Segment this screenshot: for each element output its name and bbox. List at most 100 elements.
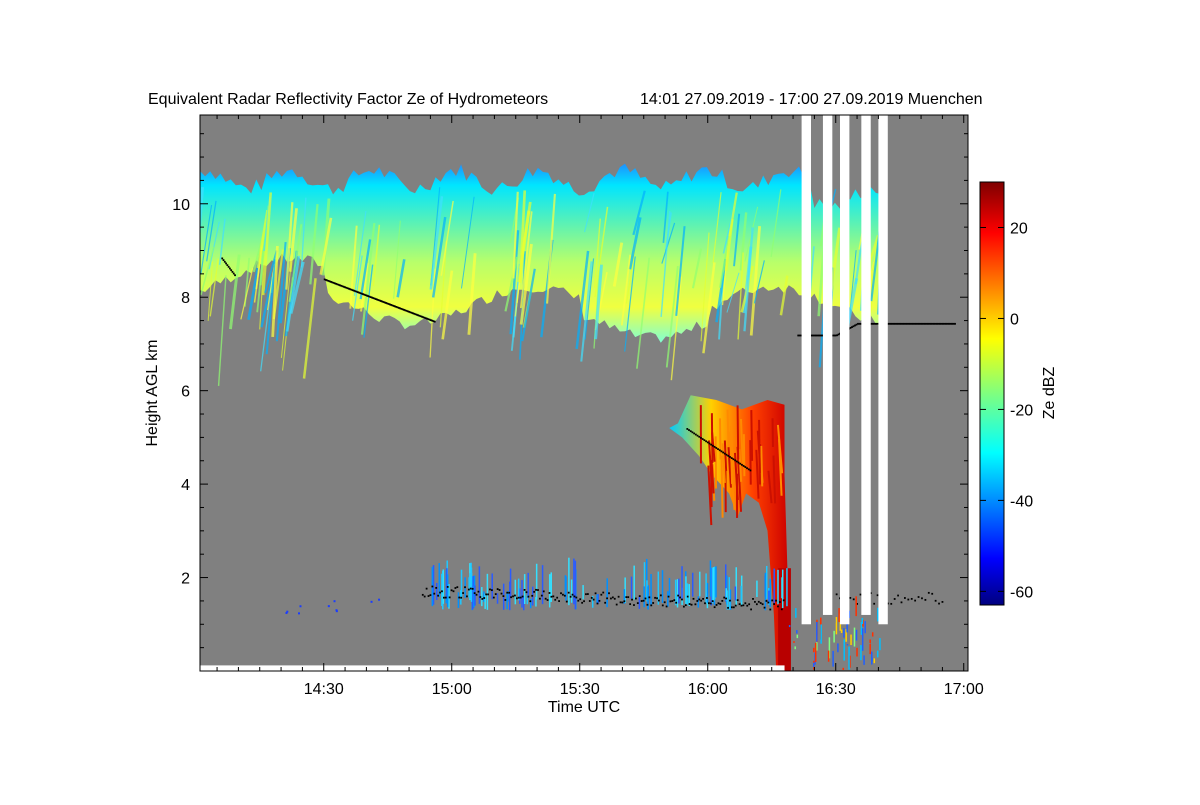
cloud-base-point: [428, 595, 430, 597]
cloud-base-point: [499, 589, 501, 591]
cloud-base-point: [656, 597, 658, 599]
cloud-base-point: [604, 602, 606, 604]
cloud-base-point: [739, 463, 741, 465]
cloud-base-point: [568, 592, 570, 594]
cloud-base-point: [618, 596, 620, 598]
cloud-base-point: [508, 592, 510, 594]
cloud-base-point: [437, 595, 439, 597]
data-gap: [802, 115, 811, 624]
cloud-base-point: [625, 596, 627, 598]
cloud-base-point: [552, 595, 554, 597]
cloud-base-point: [483, 597, 485, 599]
cloud-base-point: [714, 446, 716, 448]
cloud-base-point: [616, 604, 618, 606]
cloud-base-point: [501, 593, 503, 595]
cloud-base-point: [458, 597, 460, 599]
y-tick-label: 4: [181, 477, 190, 494]
cloud-base-point: [527, 596, 529, 598]
cloud-base-point: [716, 604, 718, 606]
precip-streak-cell: [722, 456, 723, 518]
cloud-base-point: [733, 606, 735, 608]
cloud-base-point: [575, 597, 577, 599]
cloud-base-point: [689, 603, 691, 605]
cloud-base-point: [727, 455, 729, 457]
cloud-base-point: [629, 603, 631, 605]
cloud-base-point: [478, 591, 480, 593]
cloud-base-point: [643, 600, 645, 602]
cloud-base-point: [234, 274, 236, 276]
cloud-base-point: [777, 605, 779, 607]
cloud-base-point: [693, 433, 695, 435]
cloud-base-point: [775, 600, 777, 602]
cloud-base-point: [739, 603, 741, 605]
cloud-base-point: [877, 594, 879, 596]
cloud-base-point: [587, 593, 589, 595]
cloud-base-point: [918, 596, 920, 598]
cloud-base-point: [424, 596, 426, 598]
cloud-base-point: [744, 602, 746, 604]
cloud-base-point: [597, 603, 599, 605]
cloud-base-point: [766, 600, 768, 602]
cloud-base-point: [554, 599, 556, 601]
cloud-base-point: [549, 592, 551, 594]
cloud-base-point: [460, 597, 462, 599]
y-tick-label: 6: [181, 384, 190, 401]
precip-streak-cell: [751, 410, 752, 461]
cloud-base-point: [654, 597, 656, 599]
cloud-base-point: [697, 435, 699, 437]
cloud-base-point: [924, 599, 926, 601]
sparse-echo: [299, 605, 301, 607]
cloud-base-point: [702, 438, 704, 440]
cloud-base-point: [746, 467, 748, 469]
cloud-base-point: [474, 592, 476, 594]
y-tick-label: 10: [172, 197, 190, 214]
cloud-base-point: [431, 586, 433, 588]
precip-streak-cell: [731, 438, 732, 484]
cloud-base-point: [907, 599, 909, 601]
cloud-base-point: [529, 600, 531, 602]
precip-streak-cell: [761, 446, 762, 486]
cloud-base-point: [662, 604, 664, 606]
cloud-base-point: [681, 599, 683, 601]
cloud-base-point: [658, 600, 660, 602]
cloud-base-point: [750, 470, 752, 472]
cloud-base-point: [928, 592, 930, 594]
cloud-base-point: [647, 604, 649, 606]
cloud-base-point: [514, 595, 516, 597]
cloud-base-point: [622, 602, 624, 604]
cloud-base-point: [485, 594, 487, 596]
sparse-echo: [378, 599, 380, 601]
cloud-base-point: [556, 597, 558, 599]
cloud-base-point: [686, 428, 688, 430]
cloud-base-point: [520, 597, 522, 599]
cloud-base-point: [447, 586, 449, 588]
x-tick-label: 16:00: [688, 681, 728, 698]
cloud-base-point: [738, 462, 740, 464]
cloud-base-point: [901, 601, 903, 603]
cloud-base-point: [579, 598, 581, 600]
cloud-base-point: [683, 606, 685, 608]
cloud-base-point: [585, 593, 587, 595]
cloud-base-point: [666, 606, 668, 608]
cloud-base-point: [773, 603, 775, 605]
cloud-base-point: [435, 587, 437, 589]
ice-streak: [191, 233, 201, 305]
cloud-base-point: [921, 597, 923, 599]
cloud-base-point: [570, 596, 572, 598]
cloud-base-point: [476, 594, 478, 596]
data-gap: [823, 115, 832, 615]
cloud-base-point: [610, 598, 612, 600]
cloud-base-point: [522, 596, 524, 598]
cloud-base-point: [599, 600, 601, 602]
colorbar-tick-label: -40: [1010, 493, 1033, 510]
cloud-base-point: [758, 601, 760, 603]
cloud-base-point: [708, 602, 710, 604]
cloud-base-point: [481, 598, 483, 600]
plot-area: [191, 115, 968, 671]
cloud-base-point: [709, 443, 711, 445]
sparse-echo: [334, 600, 336, 602]
cloud-base-point: [664, 601, 666, 603]
cloud-base-point: [671, 600, 673, 602]
cloud-base-point: [650, 604, 652, 606]
